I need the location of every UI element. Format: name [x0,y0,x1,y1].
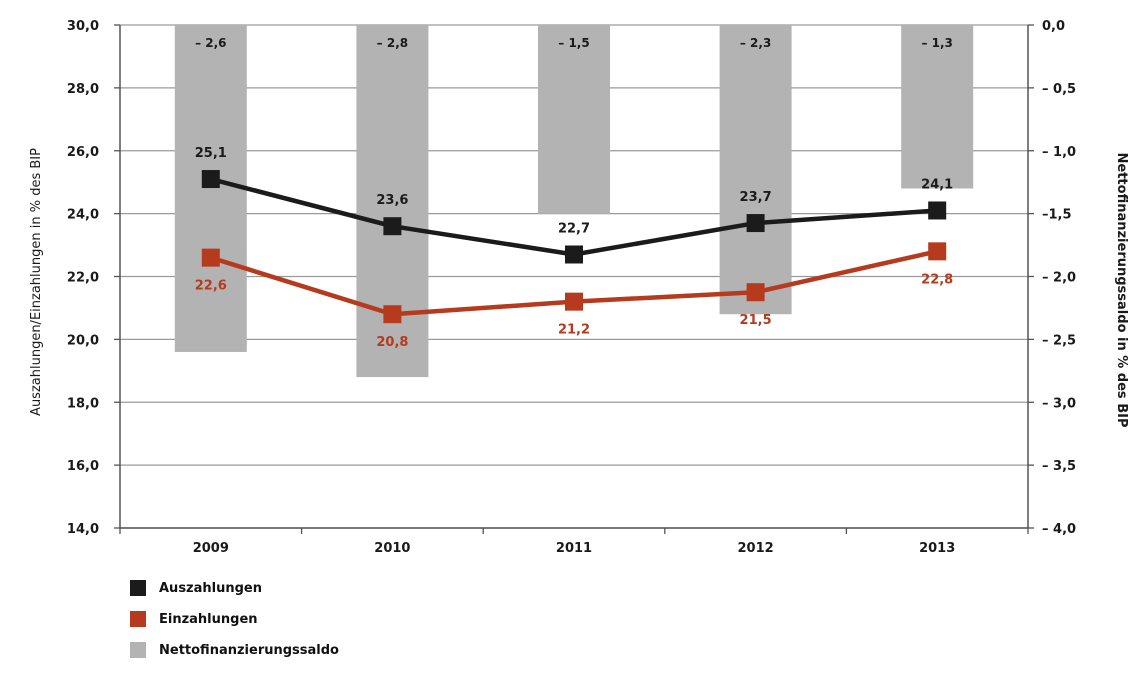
data-label-auszahlungen: 25,1 [195,146,227,161]
bar-nettofinanzierungssaldo [719,25,792,315]
data-label-einzahlungen: 21,2 [558,323,590,338]
x-tick-label: 2009 [193,541,229,556]
point-einzahlungen [565,292,583,311]
right-axis-title: Nettofinanzierungssaldo in % des BIP [1114,153,1129,428]
point-einzahlungen [746,283,765,302]
lines-layer [201,170,947,324]
legend-swatch-nettofinanzierungssaldo [130,642,146,658]
point-einzahlungen [201,248,220,267]
point-einzahlungen [383,305,402,324]
left-axis-title: Auszahlungen/Einzahlungen in % des BIP [29,148,44,416]
right-tick-label: – 0,5 [1042,82,1076,97]
left-tick-label: 16,0 [67,459,99,474]
left-tick-label: 18,0 [67,396,99,411]
data-label-auszahlungen: 22,7 [558,221,590,236]
point-auszahlungen [928,201,947,220]
point-auszahlungen [201,170,220,189]
chart: 30,0 28,0 26,0 24,0 22,0 20,0 18,0 16,0 14,0 0,0 –… [29,19,1129,556]
point-auszahlungen [746,214,765,233]
point-auszahlungen [565,245,583,264]
right-tick-label: – 4,0 [1042,522,1076,537]
data-label-einzahlungen: 22,8 [921,272,953,287]
right-tick-label: – 3,5 [1042,459,1076,474]
legend-swatch-auszahlungen [130,580,146,596]
right-tick-label: 0,0 [1042,19,1065,34]
legend-label-nettofinanzierungssaldo: Nettofinanzierungssaldo [159,642,339,658]
data-label-auszahlungen: 23,6 [376,193,408,208]
bar-nettofinanzierungssaldo [174,25,247,352]
data-label-einzahlungen: 22,6 [195,279,227,294]
left-tick-label: 14,0 [67,522,99,537]
right-tick-label: – 2,5 [1042,333,1076,348]
x-tick-label: 2012 [738,541,774,556]
bar-value-label: – 1,5 [558,36,589,50]
left-tick-label: 26,0 [67,145,99,160]
bar-nettofinanzierungssaldo [901,25,974,189]
point-auszahlungen [383,217,402,236]
labels-layer: – 2,6 – 2,8 – 1,5 – 2,3 – 1,3 25,1 23,6 22,7 23,… [195,36,953,350]
legend-label-auszahlungen: Auszahlungen [159,580,262,596]
left-tick-label: 30,0 [67,19,99,34]
x-tick-label: 2011 [556,541,592,556]
legend-item-einzahlungen: Einzahlungen [130,609,339,629]
bar-value-label: – 1,3 [921,36,952,50]
right-tick-label: – 2,0 [1042,271,1076,286]
legend: Auszahlungen Einzahlungen Nettofinanzier… [130,578,339,671]
bar-value-label: – 2,6 [195,36,226,50]
legend-item-nettofinanzierungssaldo: Nettofinanzierungssaldo [130,640,339,660]
left-tick-label: 22,0 [67,271,99,286]
legend-item-auszahlungen: Auszahlungen [130,578,339,598]
data-label-auszahlungen: 24,1 [921,177,953,192]
bar-value-label: – 2,8 [377,36,408,50]
right-tick-label: – 3,0 [1042,396,1076,411]
legend-label-einzahlungen: Einzahlungen [159,611,258,627]
left-tick-label: 28,0 [67,82,99,97]
data-label-einzahlungen: 21,5 [740,313,772,328]
bar-value-label: – 2,3 [740,36,771,50]
axes-layer: 30,0 28,0 26,0 24,0 22,0 20,0 18,0 16,0 14,0 0,0 –… [67,19,1076,556]
data-label-auszahlungen: 23,7 [740,190,772,205]
legend-swatch-einzahlungen [130,611,146,627]
x-tick-label: 2010 [374,541,410,556]
data-label-einzahlungen: 20,8 [376,335,408,350]
bar-nettofinanzierungssaldo [538,25,610,214]
left-tick-label: 24,0 [67,208,99,223]
left-tick-label: 20,0 [67,333,99,348]
point-einzahlungen [928,242,947,261]
right-tick-label: – 1,0 [1042,145,1076,160]
x-tick-label: 2013 [919,541,955,556]
right-tick-label: –1,5 [1042,208,1072,223]
